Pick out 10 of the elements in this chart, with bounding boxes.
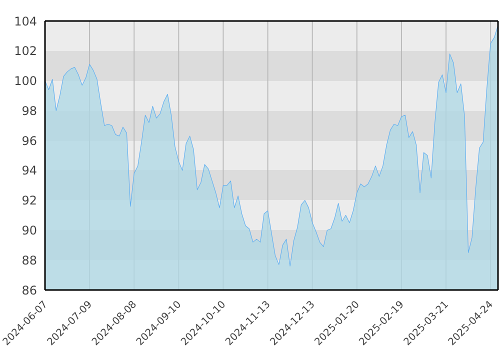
y-tick-label: 100 (14, 74, 37, 88)
y-tick-label: 92 (22, 194, 37, 208)
y-tick-label: 104 (14, 14, 37, 28)
y-tick-label: 96 (22, 134, 37, 148)
y-tick-label: 102 (14, 44, 37, 58)
y-tick-label: 88 (22, 253, 37, 268)
y-tick-label: 98 (22, 104, 37, 118)
y-tick-label: 86 (22, 283, 37, 298)
y-tick-label: 94 (22, 164, 37, 178)
y-tick-label: 90 (22, 223, 37, 238)
